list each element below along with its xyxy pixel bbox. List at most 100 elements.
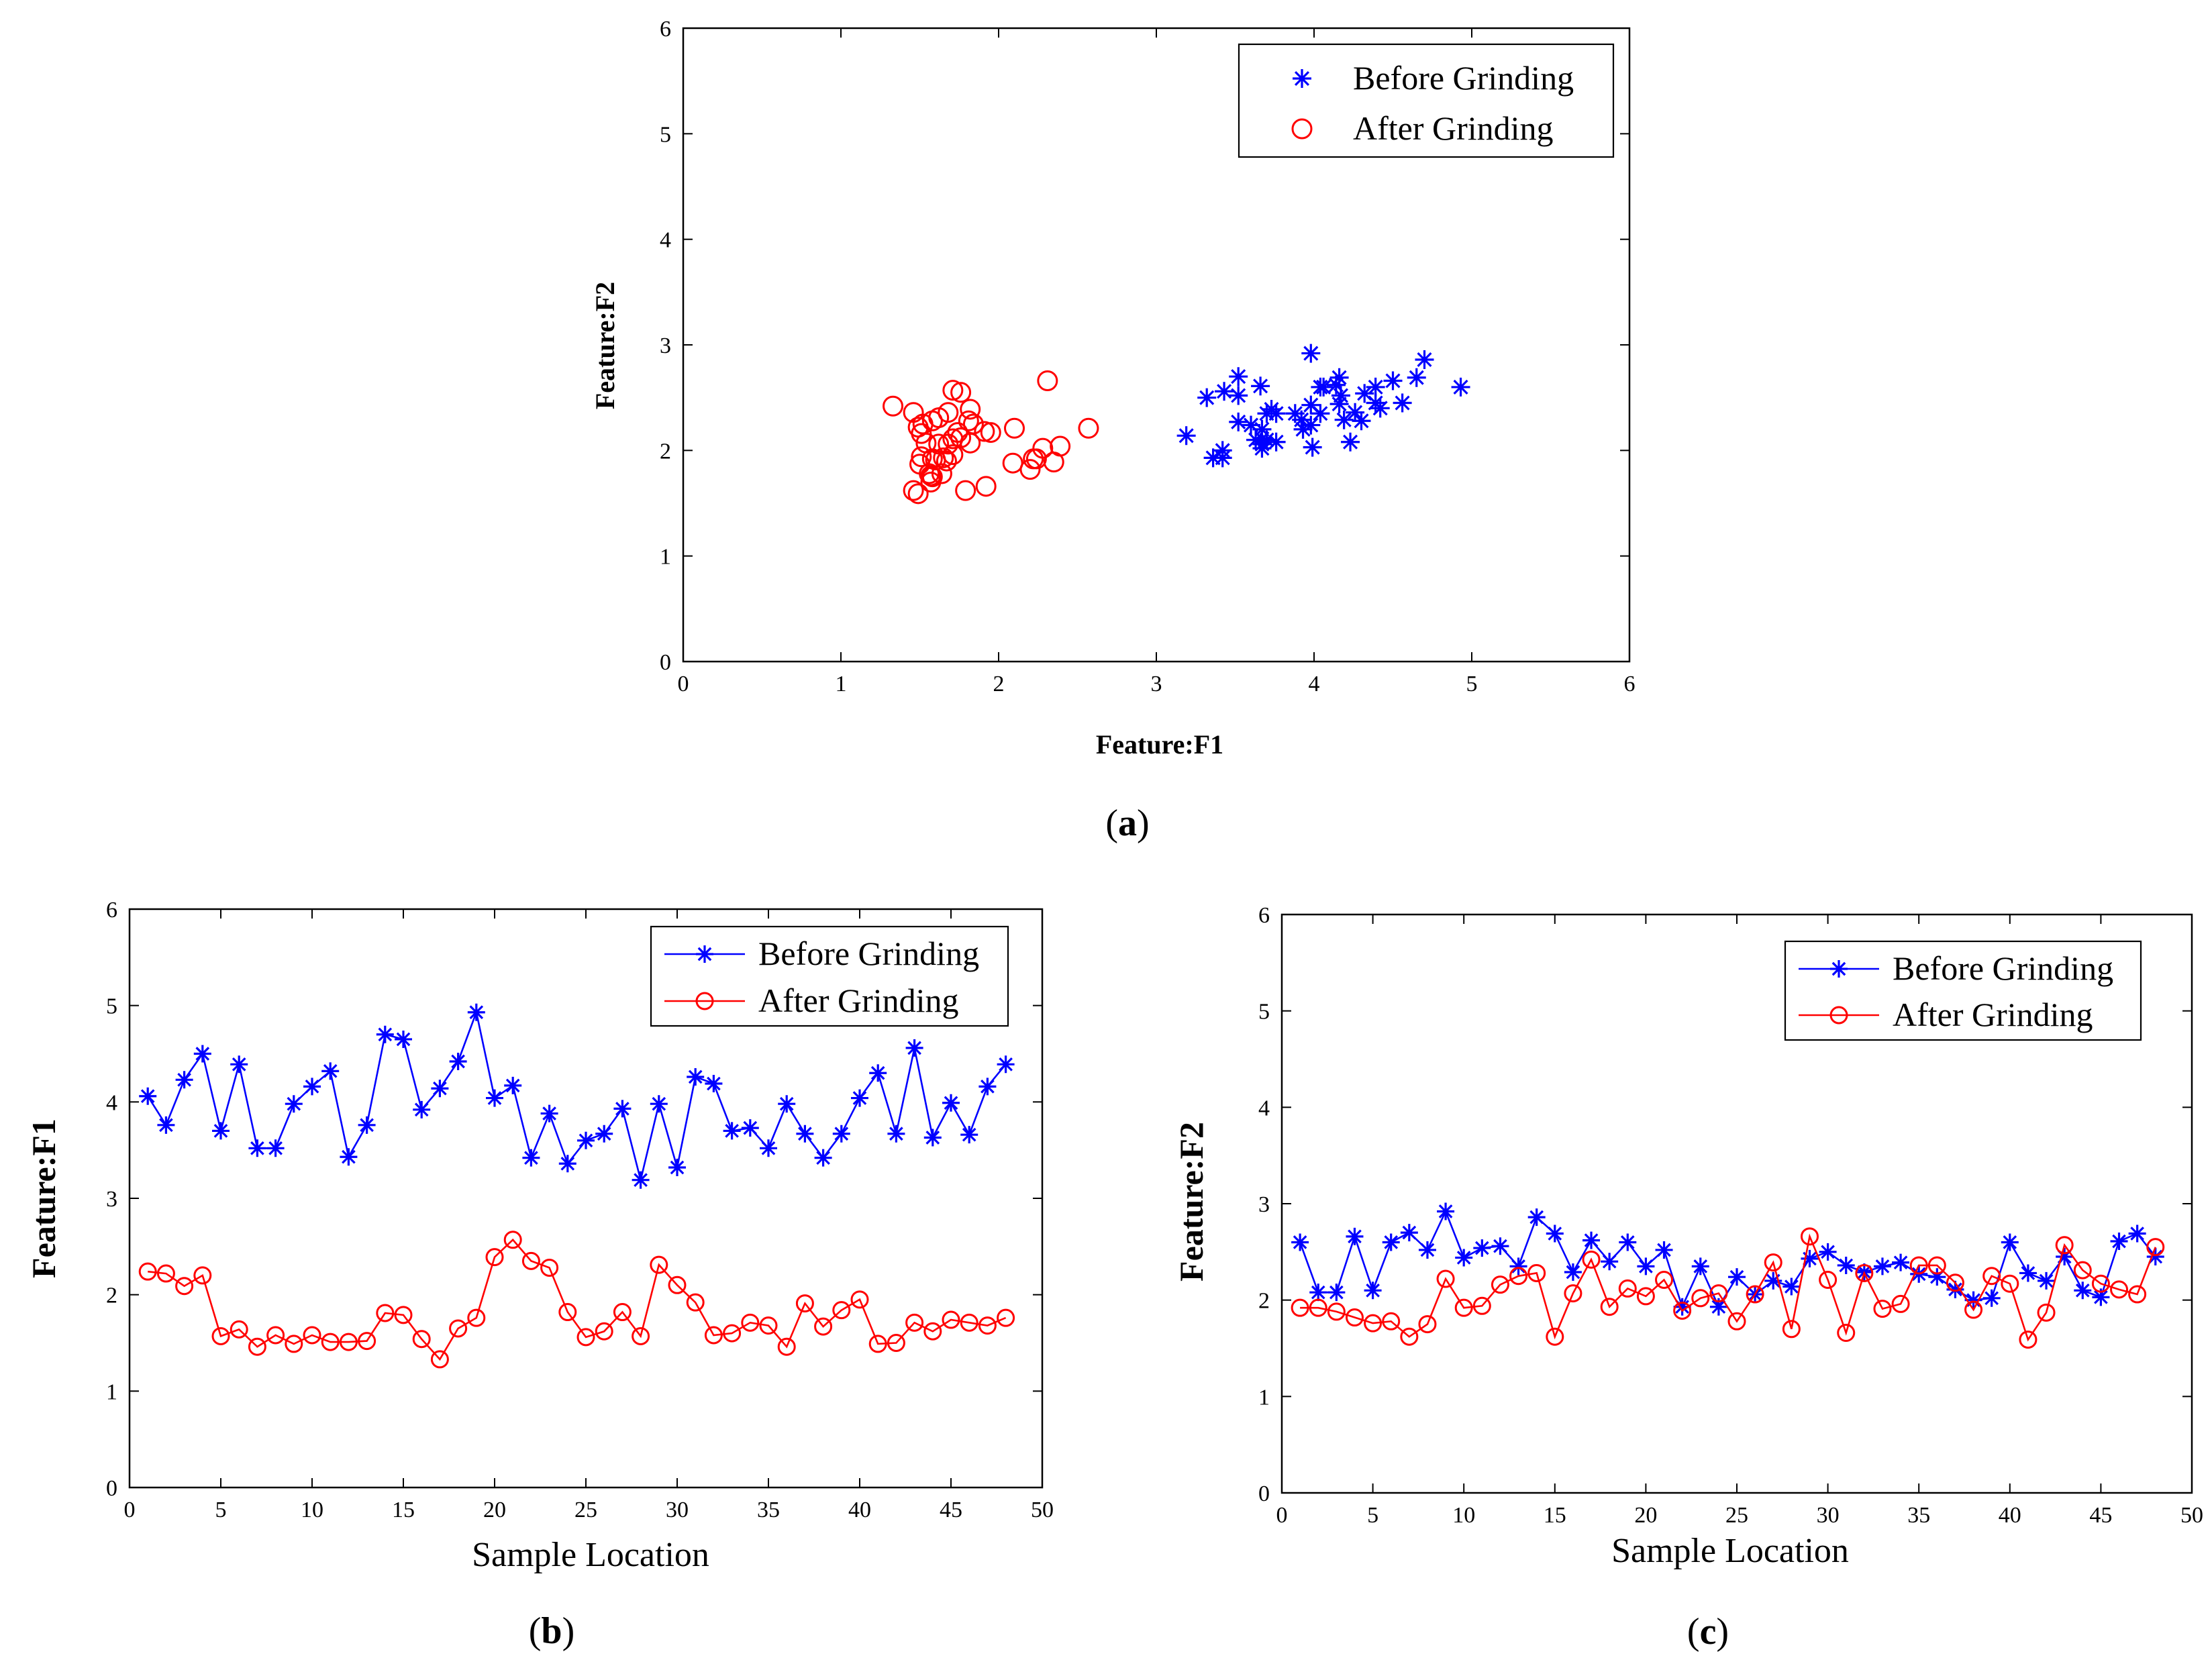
data-point: [303, 1326, 321, 1345]
data-point: [1928, 1268, 1946, 1286]
data-point: [1491, 1275, 1509, 1294]
data-point: [923, 1322, 942, 1341]
data-point: [248, 1139, 266, 1157]
y-tick-label: 5: [1258, 1000, 1270, 1025]
data-point: [1964, 1300, 1983, 1319]
y-tick-label: 6: [660, 17, 671, 42]
legend-marker: [1830, 960, 1848, 978]
x-tick-label: 5: [1466, 672, 1478, 696]
data-point: [1764, 1271, 1782, 1290]
x-tick-label: 20: [1634, 1503, 1657, 1528]
data-point: [1329, 395, 1349, 414]
panel-label-letter: c: [1700, 1611, 1717, 1653]
data-point: [911, 446, 932, 468]
chart-panel-a: 0 1 2 3 4 5 6 0 1 2 3 4 5 6 Feature:F1 Feature:F2 Before…: [590, 17, 1636, 844]
y-tick-label: 2: [106, 1284, 117, 1308]
x-tick-label: 25: [574, 1498, 597, 1522]
data-point: [933, 447, 954, 468]
x-tick-label: 50: [1031, 1498, 1054, 1522]
data-point: [1619, 1233, 1637, 1251]
data-point: [1032, 437, 1054, 459]
data-point: [1655, 1241, 1673, 1259]
data-point: [958, 410, 979, 431]
data-point: [1331, 386, 1350, 405]
data-point: [2019, 1330, 2038, 1349]
data-point: [960, 1126, 978, 1144]
data-point: [1019, 459, 1041, 480]
data-point: [1964, 1291, 1982, 1309]
y-tick-label: 3: [660, 333, 671, 358]
data-point: [1927, 1256, 1946, 1275]
data-point: [1400, 1327, 1419, 1346]
y-axis-title: Feature:F2: [1172, 1122, 1210, 1282]
x-tick-label: 5: [1367, 1503, 1378, 1528]
data-point: [978, 1078, 997, 1096]
data-point: [795, 1294, 814, 1313]
data-point: [1301, 344, 1321, 363]
legend-label: After Grinding: [1893, 996, 2093, 1033]
data-point: [1078, 417, 1099, 439]
panel-label: (b): [529, 1610, 574, 1652]
legend-label: After Grinding: [1353, 109, 1554, 147]
data-point: [942, 444, 964, 466]
data-point: [632, 1171, 650, 1189]
data-point: [248, 1337, 266, 1356]
series-after-grinding: [883, 370, 1099, 505]
data-point: [1301, 415, 1321, 435]
data-point: [2146, 1238, 2165, 1257]
data-point: [1346, 403, 1365, 422]
data-point: [1691, 1289, 1710, 1308]
data-point: [1892, 1253, 1910, 1271]
data-point: [1691, 1257, 1709, 1275]
data-point: [1582, 1250, 1601, 1269]
x-tick-label: 5: [215, 1498, 227, 1522]
data-point: [1819, 1270, 1838, 1289]
data-point: [1891, 1294, 1910, 1313]
data-point: [412, 1330, 431, 1349]
data-point: [467, 1308, 486, 1327]
legend-box: [1784, 940, 2142, 1041]
y-tick-label: 5: [106, 994, 117, 1019]
data-point: [1437, 1202, 1455, 1220]
data-point: [2110, 1233, 2128, 1251]
data-point: [2001, 1233, 2019, 1251]
data-point: [705, 1075, 723, 1093]
data-point: [1037, 370, 1058, 391]
data-point: [1303, 437, 1322, 457]
data-point: [915, 432, 937, 454]
data-point: [1327, 1284, 1346, 1302]
data-point: [1909, 1256, 1928, 1275]
data-point: [1327, 1302, 1346, 1321]
data-point: [230, 1055, 248, 1074]
y-tick-label: 0: [1258, 1481, 1270, 1506]
data-point: [339, 1333, 358, 1351]
legend-marker: [1829, 1006, 1848, 1025]
data-point: [1509, 1257, 1527, 1275]
data-point: [358, 1332, 376, 1351]
data-point: [1400, 1224, 1418, 1242]
data-point: [760, 1139, 777, 1157]
x-axis-title: Sample Location: [1611, 1532, 1849, 1570]
data-point: [1454, 1298, 1473, 1317]
y-tick-label: 4: [106, 1090, 117, 1115]
data-point: [1636, 1287, 1655, 1306]
data-point: [1982, 1267, 2001, 1286]
x-tick-label: 0: [1276, 1503, 1288, 1528]
data-point: [395, 1030, 412, 1048]
data-point: [576, 1328, 595, 1347]
data-point: [1252, 419, 1272, 439]
y-tick-label: 2: [1258, 1289, 1270, 1314]
data-point: [923, 1129, 942, 1147]
data-point: [431, 1080, 449, 1098]
data-point: [430, 1350, 449, 1369]
data-point: [1364, 1282, 1382, 1300]
data-point: [868, 1335, 887, 1353]
data-point: [230, 1320, 248, 1339]
legend-label: Before Grinding: [758, 935, 979, 972]
legend: Before Grinding After Grinding: [1784, 940, 2142, 1041]
data-point: [1355, 384, 1374, 403]
data-point: [1197, 388, 1217, 407]
data-point: [1709, 1298, 1727, 1316]
data-point: [950, 382, 972, 403]
data-point: [1491, 1237, 1509, 1255]
